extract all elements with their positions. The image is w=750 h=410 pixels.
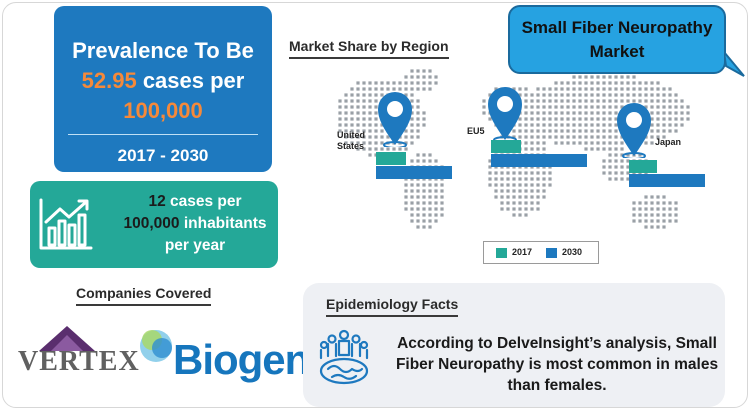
location-pin-icon	[378, 92, 412, 147]
biogen-logo-mark	[140, 330, 172, 362]
legend-label-2017: 2017	[512, 247, 533, 257]
bar-eu5-2017	[491, 140, 521, 153]
incidence-period: per year	[164, 237, 226, 254]
market-title-line1: Small Fiber Neuropathy	[521, 18, 713, 37]
epidemiology-heading: Epidemiology Facts	[326, 296, 459, 317]
map-legend: 2017 2030	[483, 241, 599, 264]
market-title-bubble: Small Fiber Neuropathy Market	[508, 5, 726, 74]
incidence-value: 12	[148, 193, 166, 210]
bar-us-2030	[376, 166, 452, 179]
location-pin-icon	[488, 87, 522, 142]
legend-label-2030: 2030	[562, 247, 583, 257]
legend-swatch-2017	[496, 248, 507, 258]
vertex-logo-mark	[39, 326, 95, 351]
prevalence-unit: cases per	[136, 68, 245, 93]
region-label-japan: Japan	[655, 137, 682, 147]
bar-japan-2030	[629, 174, 705, 187]
prevalence-box: Prevalence To Be 52.95 cases per 100,000…	[54, 6, 272, 172]
vertex-logo: VERTEX	[18, 346, 140, 377]
epidemiology-text: According to DelveInsight’s analysis, Sm…	[392, 333, 722, 396]
market-title-line2: Market	[589, 42, 645, 61]
bar-japan-2017	[629, 160, 657, 173]
biogen-logo: Biogen	[173, 336, 310, 383]
incidence-unit: cases per	[165, 193, 242, 210]
incidence-box: 12 cases per 100,000 inhabitants per yea…	[30, 181, 278, 268]
incidence-base: 100,000	[123, 215, 180, 232]
market-share-heading: Market Share by Region	[289, 38, 449, 59]
population-globe-icon	[319, 329, 369, 385]
prevalence-years: 2017 - 2030	[117, 146, 209, 165]
region-label-united-states: United States	[337, 130, 365, 151]
bar-us-2017	[376, 152, 406, 165]
growth-chart-icon	[38, 195, 94, 258]
epidemiology-line2: Fiber Neuropathy is most common in males	[395, 356, 719, 373]
prevalence-title: Prevalence To Be	[72, 38, 254, 63]
location-pin-icon	[617, 103, 651, 158]
incidence-text: 12 cases per 100,000 inhabitants per yea…	[106, 191, 284, 257]
prevalence-divider	[68, 134, 258, 135]
companies-heading: Companies Covered	[76, 285, 212, 306]
bar-eu5-2030	[491, 154, 587, 167]
epidemiology-box	[303, 283, 725, 407]
epidemiology-line1: According to DelveInsight’s analysis, Sm…	[397, 335, 717, 352]
prevalence-per: 100,000	[123, 98, 203, 123]
bubble-tail	[724, 52, 745, 77]
prevalence-value: 52.95	[81, 68, 137, 93]
prevalence-value-line: 52.95 cases per	[54, 66, 272, 96]
region-label-eu5: EU5	[467, 126, 485, 136]
epidemiology-line3: than females.	[507, 377, 607, 394]
legend-swatch-2030	[546, 248, 557, 258]
incidence-inhabitants: inhabitants	[179, 215, 267, 232]
